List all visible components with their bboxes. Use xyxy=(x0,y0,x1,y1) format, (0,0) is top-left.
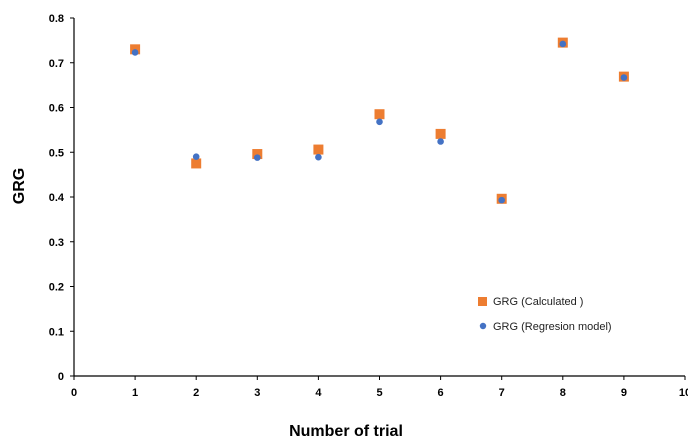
x-tick-label: 3 xyxy=(254,387,260,399)
y-tick-label: 0.7 xyxy=(49,58,64,70)
calculated-point xyxy=(252,149,263,160)
axes xyxy=(70,17,686,380)
x-axis-title: Number of trial xyxy=(289,423,403,440)
legend-marker-calculated xyxy=(478,297,487,306)
regression-point xyxy=(192,153,200,161)
y-tick-label: 0.6 xyxy=(49,103,64,115)
x-tick-label: 8 xyxy=(560,387,566,399)
x-tick-label: 9 xyxy=(621,387,627,399)
regression-point xyxy=(376,118,383,126)
x-tick-label: 7 xyxy=(499,387,505,399)
x-tick-label: 10 xyxy=(679,387,688,399)
x-tick-label: 6 xyxy=(438,387,444,399)
legend: GRG (Calculated ) GRG (Regresion model) xyxy=(478,296,612,333)
y-tick-label: 0.3 xyxy=(49,237,64,249)
x-tick-label: 4 xyxy=(315,387,322,399)
y-tick-label: 0.2 xyxy=(49,282,64,294)
x-tick-label: 5 xyxy=(376,387,382,399)
y-tick-label: 0.4 xyxy=(49,192,65,204)
regression-point xyxy=(498,196,506,204)
y-tick-label: 0.8 xyxy=(49,13,64,25)
regression-point xyxy=(559,40,567,48)
y-tick-label: 0.1 xyxy=(49,326,64,338)
regression-point xyxy=(253,154,261,161)
calculated-point xyxy=(313,144,324,155)
legend-label-calculated: GRG (Calculated ) xyxy=(493,296,583,308)
y-tick-label: 0.5 xyxy=(49,147,64,159)
regression-point xyxy=(620,74,628,81)
regression-point xyxy=(315,153,322,161)
calculated-point xyxy=(191,158,202,169)
x-tick-labels: 0 1 2 3 4 5 6 7 8 9 10 xyxy=(71,387,688,399)
calculated-point xyxy=(374,109,385,120)
data-points xyxy=(130,37,629,204)
x-tick-label: 2 xyxy=(193,387,199,399)
legend-marker-regression xyxy=(479,322,487,330)
legend-label-regression: GRG (Regresion model) xyxy=(493,321,612,333)
x-tick-label: 1 xyxy=(132,387,138,399)
x-tick-label: 0 xyxy=(71,387,77,399)
regression-point xyxy=(437,138,444,145)
y-tick-label: 0 xyxy=(58,371,64,383)
regression-point xyxy=(131,49,139,56)
y-axis-title: GRG xyxy=(11,168,28,204)
calculated-point xyxy=(435,128,446,139)
y-tick-labels: 0 0.1 0.2 0.3 0.4 0.5 0.6 0.7 0.8 xyxy=(49,13,65,383)
